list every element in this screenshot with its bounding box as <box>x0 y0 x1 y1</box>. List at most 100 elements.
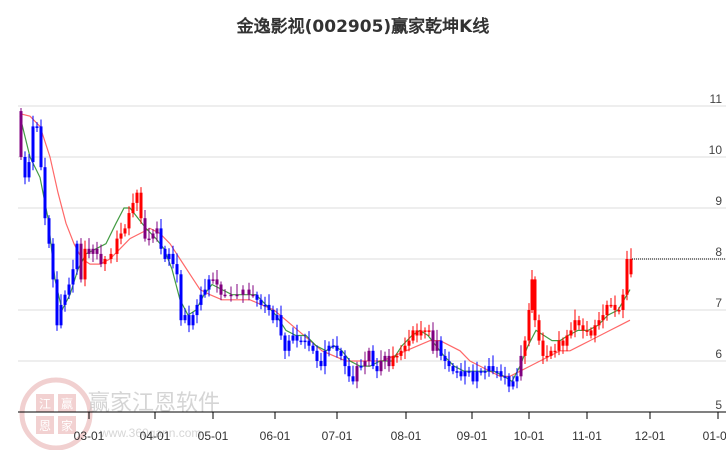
candle-body <box>51 243 55 280</box>
candle-body <box>47 218 51 244</box>
candle-body <box>415 330 419 336</box>
candle-body <box>275 315 279 321</box>
candle-body <box>451 366 455 372</box>
candle-body <box>557 340 561 351</box>
candle-body <box>179 274 183 321</box>
candle-body <box>43 167 47 219</box>
candle-body <box>463 371 467 377</box>
candle-body <box>315 350 319 361</box>
candle-body <box>271 310 275 321</box>
candle-body <box>299 340 303 343</box>
candle-body <box>617 310 621 312</box>
candle-body <box>175 264 179 275</box>
y-tick-label: 6 <box>715 347 722 361</box>
watermark-logo-char: 恩 <box>39 419 51 433</box>
candle-body <box>455 371 459 373</box>
candle-body <box>327 345 331 351</box>
candle-body <box>447 361 451 367</box>
candle-body <box>115 238 119 254</box>
x-tick-label: 04-01 <box>140 429 171 443</box>
candle-body <box>511 381 515 387</box>
candle-body <box>147 238 151 241</box>
candle-body <box>553 350 557 353</box>
candle-body <box>407 340 411 346</box>
candle-body <box>67 284 71 295</box>
candle-body <box>343 355 347 367</box>
candle-body <box>515 376 519 382</box>
candle-body <box>527 310 531 341</box>
y-tick-label: 10 <box>709 143 723 157</box>
candle-body <box>235 294 239 297</box>
candle-body <box>307 340 311 346</box>
candle-body <box>139 192 143 219</box>
candle-body <box>127 213 131 229</box>
candle-body <box>223 294 227 297</box>
candle-body <box>471 371 475 382</box>
candle-body <box>395 355 399 358</box>
candle-body <box>167 253 171 259</box>
candle-body <box>119 233 123 239</box>
candle-body <box>295 335 299 341</box>
candle-body <box>211 279 215 281</box>
candle-body <box>621 294 625 310</box>
candle-body <box>561 340 565 346</box>
candle-body <box>581 325 585 331</box>
x-tick-label: 03-01 <box>74 429 105 443</box>
candle-body <box>263 304 267 307</box>
slow-line-path <box>19 113 631 377</box>
candle-body <box>537 320 541 341</box>
candle-body <box>363 361 367 367</box>
watermark: 江 赢 恩 家 赢家江恩软件 www.360gann.com <box>19 377 220 450</box>
watermark-logo-char: 家 <box>61 418 73 433</box>
candle-body <box>609 304 613 307</box>
candle-body <box>71 269 75 285</box>
candle-body <box>241 289 245 295</box>
candle-body <box>569 330 573 336</box>
candle-body <box>191 315 195 326</box>
candle-body <box>229 294 233 297</box>
candle-body <box>135 192 139 203</box>
candle-body <box>427 330 431 332</box>
candle-body <box>283 335 287 351</box>
candle-body <box>143 218 147 239</box>
candle-body <box>371 350 375 367</box>
candle-body <box>339 350 343 356</box>
candle-body <box>195 304 199 316</box>
candle-body <box>495 371 499 373</box>
candle-body <box>103 259 107 265</box>
candle-body <box>503 376 507 378</box>
candle-body <box>79 243 83 280</box>
candle-body <box>59 304 63 326</box>
candle-body <box>291 335 295 341</box>
candle-body <box>311 345 315 351</box>
x-tick-label: 01-01 <box>703 429 726 443</box>
candle-body <box>303 340 307 343</box>
candle-body <box>287 340 291 351</box>
candle-body <box>63 294 67 305</box>
candle-body <box>431 330 435 351</box>
candle-body <box>155 228 159 234</box>
y-tick-label: 11 <box>710 92 723 106</box>
candle-body <box>247 289 251 295</box>
candle-body <box>39 126 43 168</box>
candles <box>19 108 633 393</box>
candle-body <box>467 371 471 373</box>
candle-body <box>219 284 223 295</box>
candle-body <box>403 345 407 351</box>
candle-body <box>367 350 371 361</box>
candle-body <box>423 330 427 332</box>
candle-body <box>459 371 463 377</box>
candle-body <box>530 279 534 310</box>
chart-title: 金逸影视(002905)赢家乾坤K线 <box>236 17 490 37</box>
candle-body <box>491 366 495 372</box>
candle-body <box>573 320 577 331</box>
watermark-logo-char: 江 <box>39 397 51 411</box>
candle-body <box>187 315 191 326</box>
candle-body <box>55 279 59 326</box>
candle-body <box>83 248 87 280</box>
x-tick-label: 12-01 <box>635 429 666 443</box>
x-tick-label: 07-01 <box>322 429 353 443</box>
candle-body <box>439 340 443 356</box>
candle-body <box>625 259 629 295</box>
